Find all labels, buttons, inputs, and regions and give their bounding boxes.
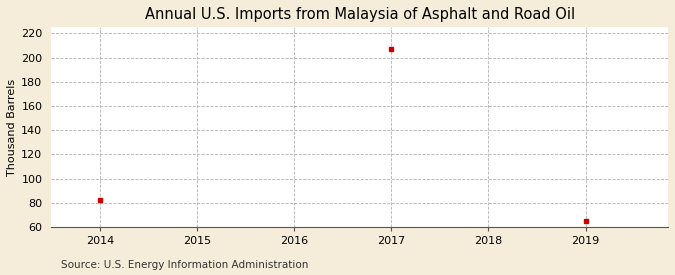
Y-axis label: Thousand Barrels: Thousand Barrels	[7, 79, 17, 176]
Title: Annual U.S. Imports from Malaysia of Asphalt and Road Oil: Annual U.S. Imports from Malaysia of Asp…	[144, 7, 575, 22]
Text: Source: U.S. Energy Information Administration: Source: U.S. Energy Information Administ…	[61, 260, 308, 270]
